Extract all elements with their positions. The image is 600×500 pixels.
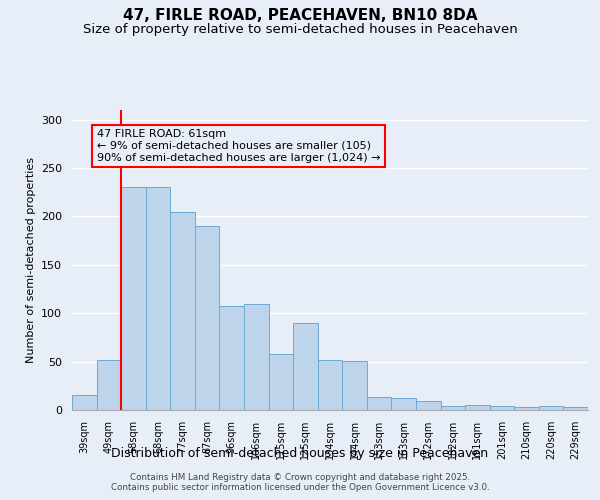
Bar [440,406,465,410]
Bar [220,306,244,410]
Bar [391,398,416,410]
Bar [269,354,293,410]
Bar [563,407,588,410]
Bar [170,212,195,410]
Bar [367,398,391,410]
Text: Distribution of semi-detached houses by size in Peacehaven: Distribution of semi-detached houses by … [112,448,488,460]
Text: Size of property relative to semi-detached houses in Peacehaven: Size of property relative to semi-detach… [83,22,517,36]
Bar [318,360,342,410]
Y-axis label: Number of semi-detached properties: Number of semi-detached properties [26,157,35,363]
Bar [195,226,220,410]
Bar [293,323,318,410]
Text: 47, FIRLE ROAD, PEACEHAVEN, BN10 8DA: 47, FIRLE ROAD, PEACEHAVEN, BN10 8DA [123,8,477,22]
Bar [416,402,440,410]
Bar [97,360,121,410]
Text: 47 FIRLE ROAD: 61sqm
← 9% of semi-detached houses are smaller (105)
90% of semi-: 47 FIRLE ROAD: 61sqm ← 9% of semi-detach… [97,130,380,162]
Bar [342,360,367,410]
Bar [121,188,146,410]
Bar [72,396,97,410]
Text: Contains HM Land Registry data © Crown copyright and database right 2025.
Contai: Contains HM Land Registry data © Crown c… [110,473,490,492]
Bar [539,406,563,410]
Bar [490,406,514,410]
Bar [244,304,269,410]
Bar [514,407,539,410]
Bar [465,405,490,410]
Bar [146,188,170,410]
